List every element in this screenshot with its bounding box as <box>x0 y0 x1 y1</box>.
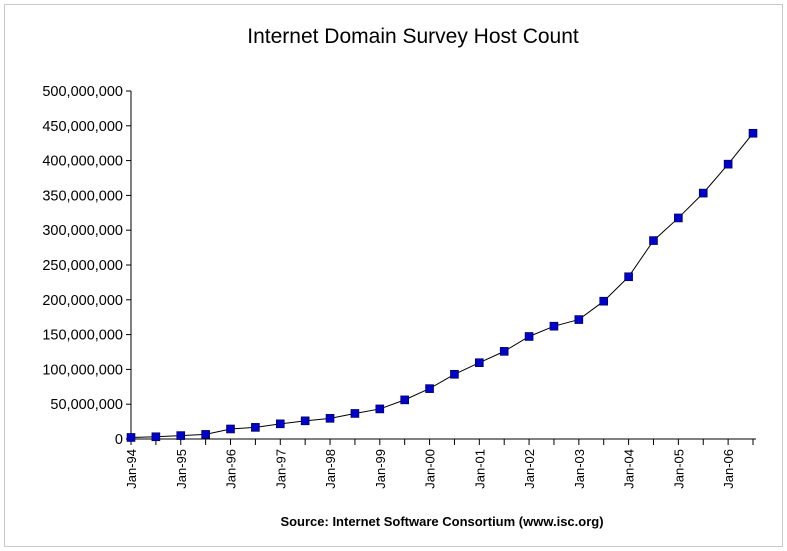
chart-frame: Internet Domain Survey Host Count 0 50,00… <box>4 4 783 547</box>
data-point <box>251 423 260 432</box>
series-line <box>130 132 754 438</box>
x-tick-label: Jan-03 <box>572 449 587 489</box>
data-point <box>574 315 584 324</box>
source-note: Source: Internet Software Consortium (ww… <box>280 514 603 529</box>
data-point <box>201 430 210 439</box>
y-tick-label: 250,000,000 <box>42 258 123 274</box>
x-tick-label: Jan-00 <box>423 449 438 489</box>
axes <box>130 91 756 440</box>
data-point <box>400 395 409 405</box>
x-tick-label: Jan-05 <box>671 449 686 489</box>
data-point <box>624 272 633 282</box>
y-tick-label: 300,000,000 <box>42 223 123 239</box>
data-point <box>126 433 136 442</box>
y-tick-label: 150,000,000 <box>42 328 123 344</box>
x-tick-label: Jan-99 <box>373 449 388 489</box>
x-tick-label: Jan-98 <box>323 449 338 489</box>
data-point <box>151 432 161 442</box>
data-point <box>524 332 534 341</box>
y-tick-label: 200,000,000 <box>42 293 123 309</box>
x-axis-ticks: Jan-94 Jan-95 Jan-96 Jan-97 Jan-98 Jan-99 Jan-… <box>124 439 754 489</box>
data-point <box>450 369 459 379</box>
data-point <box>748 128 758 138</box>
y-tick-label: 350,000,000 <box>42 188 123 204</box>
data-point <box>425 384 434 393</box>
data-point <box>300 416 310 426</box>
y-tick-label: 100,000,000 <box>42 362 123 378</box>
y-tick-label: 400,000,000 <box>42 154 123 170</box>
data-point <box>723 159 733 169</box>
data-point <box>325 414 335 423</box>
data-point <box>475 358 484 368</box>
chart-title: Internet Domain Survey Host Count <box>247 25 579 48</box>
x-tick-label: Jan-04 <box>622 449 637 489</box>
y-tick-label: 500,000,000 <box>42 84 123 100</box>
y-tick-label: 50,000,000 <box>50 397 123 413</box>
data-point <box>698 188 708 198</box>
x-tick-label: Jan-96 <box>224 449 239 489</box>
data-point <box>350 409 360 418</box>
line-chart: Internet Domain Survey Host Count 0 50,00… <box>42 25 758 529</box>
x-tick-label: Jan-94 <box>124 449 139 489</box>
data-point <box>499 347 509 356</box>
data-point <box>549 321 559 331</box>
y-tick-label: 450,000,000 <box>42 119 123 135</box>
data-point <box>599 296 609 306</box>
y-axis-ticks: 0 50,000,000 100,000,000 150,000,000 200,000… <box>42 84 131 448</box>
data-point <box>176 431 186 440</box>
data-point <box>375 404 385 414</box>
x-tick-label: Jan-02 <box>522 449 537 489</box>
x-tick-label: Jan-97 <box>273 449 288 489</box>
data-point <box>226 424 235 434</box>
x-tick-label: Jan-06 <box>721 449 736 489</box>
data-point <box>275 419 285 429</box>
data-point <box>649 236 658 245</box>
x-tick-label: Jan-95 <box>174 449 189 489</box>
series-host-count <box>126 128 758 442</box>
y-tick-label: 0 <box>115 432 123 448</box>
data-point <box>674 213 683 223</box>
x-tick-label: Jan-01 <box>472 449 487 489</box>
